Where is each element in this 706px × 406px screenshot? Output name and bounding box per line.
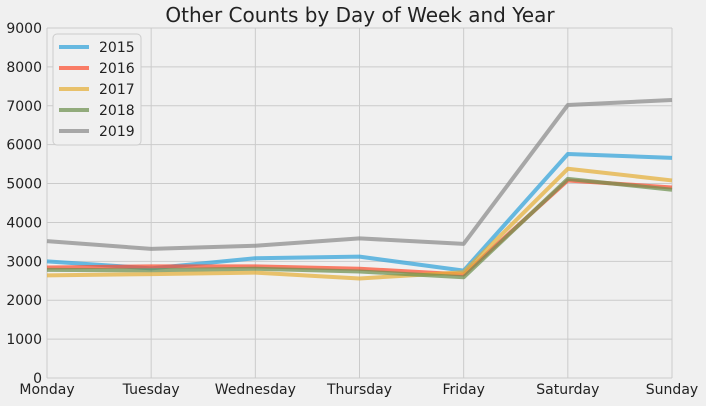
- x-tick-label: Saturday: [536, 382, 599, 398]
- x-tick-label: Wednesday: [215, 382, 296, 398]
- y-tick-label: 1000: [6, 332, 42, 348]
- series-line-2019: [46, 97, 673, 251]
- x-tick-label: Monday: [19, 382, 74, 398]
- legend: 2015 2016 2017 2018 2019: [52, 33, 142, 146]
- series-lines: [46, 97, 673, 281]
- y-tick-label: 0: [33, 371, 42, 387]
- legend-label: 2017: [99, 82, 135, 98]
- x-tick-label: Sunday: [646, 382, 698, 398]
- legend-label: 2016: [99, 61, 135, 77]
- y-tick-label: 9000: [6, 21, 42, 37]
- y-tick-label: 2000: [6, 293, 42, 309]
- grid: [46, 27, 673, 379]
- x-tick-labels: Monday Tuesday Wednesday Thursday Friday Satu…: [19, 382, 698, 398]
- legend-label: 2018: [99, 103, 135, 119]
- legend-label: 2015: [99, 40, 135, 56]
- series-line-2018: [46, 176, 673, 280]
- x-tick-label: Tuesday: [122, 382, 180, 398]
- y-tick-label: 7000: [6, 99, 42, 115]
- x-tick-label: Thursday: [326, 382, 392, 398]
- legend-box: [52, 33, 142, 146]
- y-tick-label: 6000: [6, 138, 42, 154]
- y-tick-labels: 0 1000 2000 3000 4000 5000 6000 7000 8000 9000: [6, 21, 42, 387]
- y-tick-label: 3000: [6, 254, 42, 270]
- series-line-2017: [46, 166, 673, 281]
- chart-title: Other Counts by Day of Week and Year: [165, 3, 555, 27]
- y-tick-label: 8000: [6, 60, 42, 76]
- y-tick-label: 4000: [6, 215, 42, 231]
- x-tick-label: Friday: [442, 382, 484, 398]
- y-tick-label: 5000: [6, 177, 42, 193]
- legend-label: 2019: [99, 124, 135, 140]
